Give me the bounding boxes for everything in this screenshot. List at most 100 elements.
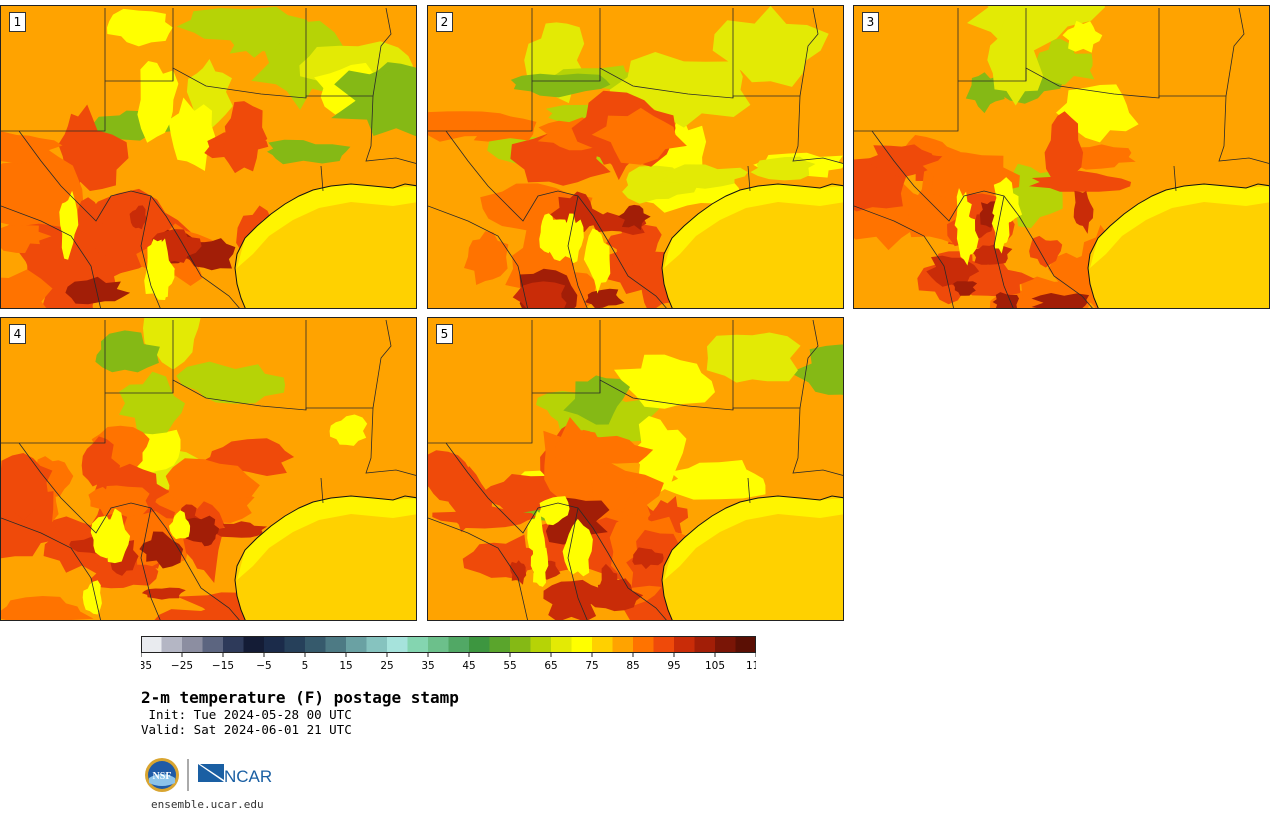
- colorbar-bin: [264, 636, 285, 653]
- colorbar-tick-label: −25: [171, 660, 193, 672]
- boundary-line: [140, 195, 161, 308]
- cool-region: [137, 61, 179, 143]
- nsf-logo: NSF: [145, 758, 179, 792]
- colorbar-tick-label: 25: [380, 660, 393, 672]
- colorbar-bin: [571, 636, 593, 653]
- hot-region: [632, 547, 664, 570]
- warm-region: [1, 596, 94, 620]
- cool-region: [99, 508, 131, 564]
- svg-text:NSF: NSF: [153, 771, 172, 782]
- temperature-map: [1, 6, 416, 308]
- boundary-line: [799, 319, 819, 409]
- valid-time: Valid: Sat 2024-06-01 21 UTC: [141, 722, 352, 737]
- colorbar-tick-label: 75: [585, 660, 598, 672]
- colorbar-bin: [366, 636, 388, 653]
- colorbar-bin: [674, 636, 695, 653]
- colorbar-bin: [694, 636, 716, 653]
- cool-region: [583, 228, 611, 294]
- warm-region: [88, 485, 150, 519]
- colorbar-bin: [448, 636, 470, 653]
- warm-region: [1029, 235, 1063, 268]
- cool-region: [169, 510, 191, 540]
- hot-region: [141, 587, 186, 600]
- warm-region: [1029, 170, 1132, 192]
- hot-region: [543, 579, 604, 620]
- colorbar-bin: [387, 636, 408, 653]
- boundary-line: [854, 8, 959, 132]
- member-label: 4: [9, 324, 26, 344]
- boundary-line: [372, 319, 392, 409]
- cool-region: [329, 414, 368, 446]
- colorbar-bin: [407, 636, 429, 653]
- cool-region: [107, 8, 173, 47]
- warm-region: [447, 466, 492, 533]
- cool-region: [267, 139, 351, 165]
- boundary-line: [871, 130, 1093, 308]
- plot-title: 2-m temperature (F) postage stamp: [141, 688, 459, 707]
- colorbar-bin: [325, 636, 347, 653]
- colorbar-bin: [243, 636, 265, 653]
- hot-region: [1031, 293, 1090, 308]
- boundary-line: [18, 130, 240, 308]
- cool-region: [143, 318, 201, 370]
- boundary-line: [1218, 95, 1269, 164]
- coastline: [661, 495, 843, 620]
- boundary-line: [428, 517, 528, 620]
- boundary-line: [140, 507, 161, 620]
- colorbar-tick-label: −5: [256, 660, 271, 672]
- boundary-line: [1225, 7, 1245, 97]
- colorbar-bin: [530, 636, 552, 653]
- warm-region: [552, 433, 654, 464]
- warm-region: [606, 222, 662, 266]
- hot-region: [992, 292, 1019, 308]
- temperature-colorbar: −35 −25 −15 −5 5 15 25 35 45 55 65 75 85 95 105 115: [141, 636, 756, 672]
- hot-region: [588, 578, 644, 612]
- cool-region: [750, 156, 816, 181]
- boundary-line: [365, 407, 416, 476]
- boundary-line: [428, 205, 528, 308]
- colorbar-bin: [489, 636, 511, 653]
- boundary-line: [320, 165, 324, 192]
- warm-region: [1, 453, 53, 521]
- colorbar-tick-label: −35: [141, 660, 152, 672]
- cool-region: [712, 6, 829, 87]
- sponsor-logos: NSF NCAR: [145, 758, 272, 792]
- coastline: [1087, 183, 1269, 308]
- cool-region: [706, 332, 801, 383]
- colorbar-bin: [161, 636, 183, 653]
- colorbar-tick-label: 115: [746, 660, 756, 672]
- boundary-line: [1, 517, 101, 620]
- cool-region: [562, 518, 593, 577]
- warm-region: [864, 144, 935, 178]
- svg-text:NCAR: NCAR: [224, 767, 272, 786]
- temperature-map: [1, 318, 416, 620]
- boundary-line: [1173, 165, 1177, 192]
- cool-region: [539, 213, 559, 254]
- ensemble-member-panel-1: 1: [0, 5, 417, 309]
- boundary-line: [747, 477, 751, 504]
- cool-region: [1062, 20, 1103, 53]
- boundary-line: [445, 442, 667, 620]
- boundary-line: [18, 442, 240, 620]
- ensemble-member-panel-5: 5: [427, 317, 844, 621]
- cool-region: [95, 330, 160, 373]
- warm-region: [154, 605, 266, 620]
- colorbar-tick-label: 15: [339, 660, 352, 672]
- boundary-line: [1, 205, 101, 308]
- boundary-line: [792, 407, 843, 476]
- boundary-line: [365, 95, 416, 164]
- cool-region: [789, 344, 843, 395]
- warm-region: [81, 436, 120, 490]
- warm-region: [472, 115, 537, 142]
- coastal-band: [1090, 184, 1269, 268]
- colorbar-tick-label: 105: [705, 660, 725, 672]
- colorbar-bin: [469, 636, 490, 653]
- hot-region: [1073, 190, 1094, 234]
- coastal-band: [664, 184, 843, 268]
- boundary-line: [428, 8, 533, 132]
- colorbar-bin: [428, 636, 449, 653]
- hot-region: [953, 281, 978, 296]
- colorbar-bin: [612, 636, 634, 653]
- boundary-line: [567, 507, 588, 620]
- warm-region: [165, 458, 260, 517]
